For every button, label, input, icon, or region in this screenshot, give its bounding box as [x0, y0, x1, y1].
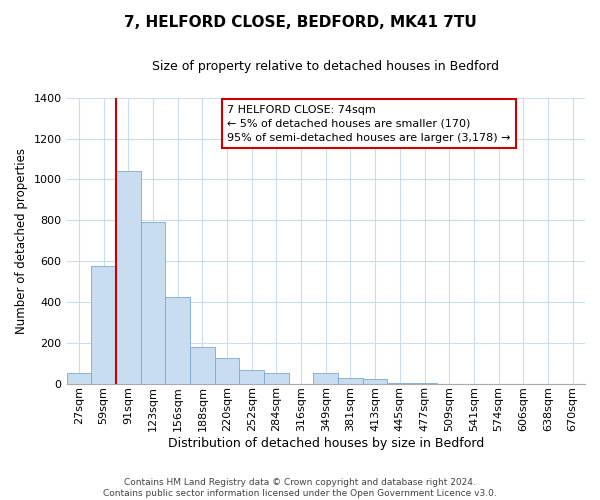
Bar [215, 358, 239, 384]
Text: 7, HELFORD CLOSE, BEDFORD, MK41 7TU: 7, HELFORD CLOSE, BEDFORD, MK41 7TU [124, 15, 476, 30]
Bar [116, 172, 140, 384]
Bar [338, 378, 363, 384]
Bar [313, 374, 338, 384]
Text: 7 HELFORD CLOSE: 74sqm
← 5% of detached houses are smaller (170)
95% of semi-det: 7 HELFORD CLOSE: 74sqm ← 5% of detached … [227, 105, 511, 143]
Bar [140, 222, 165, 384]
Text: Contains HM Land Registry data © Crown copyright and database right 2024.
Contai: Contains HM Land Registry data © Crown c… [103, 478, 497, 498]
Title: Size of property relative to detached houses in Bedford: Size of property relative to detached ho… [152, 60, 499, 73]
Bar [67, 374, 91, 384]
Bar [91, 266, 116, 384]
Bar [165, 297, 190, 384]
Y-axis label: Number of detached properties: Number of detached properties [15, 148, 28, 334]
Bar [190, 347, 215, 384]
Bar [388, 382, 412, 384]
Bar [363, 380, 388, 384]
X-axis label: Distribution of detached houses by size in Bedford: Distribution of detached houses by size … [167, 437, 484, 450]
Bar [264, 374, 289, 384]
Bar [239, 370, 264, 384]
